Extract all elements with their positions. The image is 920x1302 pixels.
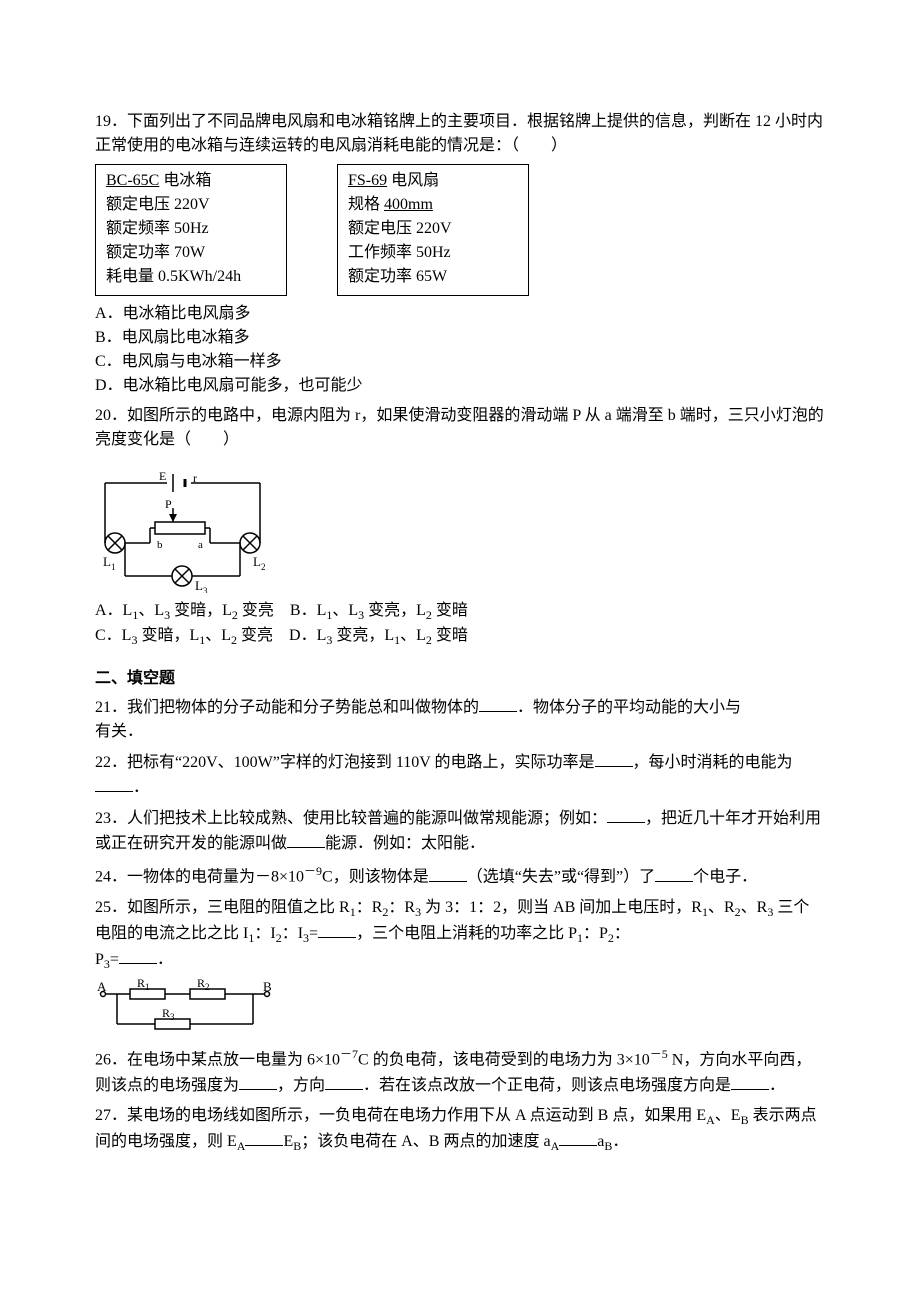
label-r: r	[193, 471, 197, 485]
nameplate-row: BC-65C 电冰箱 额定电压 220V 额定频率 50Hz 额定功率 70W …	[95, 164, 825, 296]
label-L3s: 3	[203, 586, 208, 593]
q20-optAB: A．L1、L3 变暗，L2 变亮 B．L1、L3 变亮，L2 变暗	[95, 599, 825, 624]
q23: 23．人们把技术上比较成熟、使用比较普遍的能源叫做常规能源；例如：，把近几十年才…	[95, 806, 825, 856]
label-A: A	[97, 979, 107, 994]
label-L2: L	[253, 554, 261, 569]
fan-model: FS-69	[348, 172, 387, 189]
label-L1: L	[103, 554, 111, 569]
q27: 27．某电场的电场线如图所示，一负电荷在电场力作用下从 A 点运动到 B 点，如…	[95, 1104, 825, 1155]
fan-spec: 400mm	[384, 196, 433, 213]
blank	[595, 750, 633, 767]
blank	[239, 1073, 277, 1090]
label-b: b	[157, 539, 163, 551]
fan-spec-pre: 规格	[348, 196, 384, 213]
q19-optA: A．电冰箱比电风扇多	[95, 302, 825, 326]
label-P: P	[165, 497, 172, 511]
svg-text:L1: L1	[103, 554, 115, 572]
fridge-power: 额定功率 70W	[106, 241, 276, 265]
q20: 20．如图所示的电路中，电源内阻为 r，如果使滑动变阻器的滑动端 P 从 a 端…	[95, 404, 825, 649]
q22: 22．把标有“220V、100W”字样的灯泡接到 110V 的电路上，实际功率是…	[95, 750, 825, 800]
q19-optD: D．电冰箱比电风扇可能多，也可能少	[95, 374, 825, 398]
fridge-voltage: 额定电压 220V	[106, 193, 276, 217]
q25-circuit: A B R1 R2 R3	[95, 979, 825, 1039]
fan-voltage: 额定电压 220V	[348, 217, 518, 241]
q19-optC: C．电风扇与电冰箱一样多	[95, 350, 825, 374]
nameplate-fan: FS-69 电风扇 规格 400mm 额定电压 220V 工作频率 50Hz 额…	[337, 164, 529, 296]
blank	[318, 921, 356, 938]
svg-text:R3: R3	[162, 1006, 175, 1022]
fridge-energy: 耗电量 0.5KWh/24h	[106, 265, 276, 289]
blank	[559, 1129, 597, 1146]
q19-options: A．电冰箱比电风扇多 B．电风扇比电冰箱多 C．电风扇与电冰箱一样多 D．电冰箱…	[95, 302, 825, 398]
q24: 24．一物体的电荷量为－8×10－9C，则该物体是（选填“失去”或“得到”）了个…	[95, 862, 825, 889]
q26: 26．在电场中某点放一电量为 6×10－7C 的负电荷，该电荷受到的电场力为 3…	[95, 1045, 825, 1097]
fridge-freq: 额定频率 50Hz	[106, 217, 276, 241]
svg-text:R1: R1	[137, 979, 150, 992]
q19-stem: 19．下面列出了不同品牌电风扇和电冰箱铭牌上的主要项目．根据铭牌上提供的信息，判…	[95, 110, 825, 158]
label-L1s: 1	[111, 562, 116, 572]
fan-name: 电风扇	[387, 172, 439, 189]
nameplate-fridge: BC-65C 电冰箱 额定电压 220V 额定频率 50Hz 额定功率 70W …	[95, 164, 287, 296]
label-E: E	[159, 469, 166, 483]
blank	[655, 865, 693, 882]
blank	[95, 775, 133, 792]
fridge-name: 电冰箱	[159, 172, 211, 189]
q25: 25．如图所示，三电阻的阻值之比 R1：R2：R3 为 3：1：2，则当 AB …	[95, 896, 825, 1040]
q21: 21．我们把物体的分子动能和分子势能总和叫做物体的．物体分子的平均动能的大小与 …	[95, 695, 825, 744]
svg-text:L3: L3	[195, 578, 208, 593]
svg-text:R2: R2	[197, 979, 210, 992]
fan-freq: 工作频率 50Hz	[348, 241, 518, 265]
blank	[119, 947, 157, 964]
q19-optB: B．电风扇比电冰箱多	[95, 326, 825, 350]
q20-optCD: C．L3 变暗，L1、L2 变亮 D．L3 变亮，L1、L2 变暗	[95, 624, 825, 649]
label-B: B	[263, 979, 272, 994]
q19: 19．下面列出了不同品牌电风扇和电冰箱铭牌上的主要项目．根据铭牌上提供的信息，判…	[95, 110, 825, 398]
label-a: a	[198, 539, 203, 551]
blank	[287, 831, 325, 848]
blank	[245, 1129, 283, 1146]
svg-text:L2: L2	[253, 554, 265, 572]
blank	[325, 1073, 363, 1090]
blank	[731, 1073, 769, 1090]
section-2-heading: 二、填空题	[95, 667, 825, 691]
label-L3: L	[195, 578, 203, 593]
blank	[429, 865, 467, 882]
fan-power: 额定功率 65W	[348, 265, 518, 289]
blank	[607, 806, 645, 823]
label-L2s: 2	[261, 562, 266, 572]
blank	[479, 695, 517, 712]
fridge-model: BC-65C	[106, 172, 159, 189]
q20-circuit: E r L1 L2	[95, 458, 825, 593]
q20-stem: 20．如图所示的电路中，电源内阻为 r，如果使滑动变阻器的滑动端 P 从 a 端…	[95, 404, 825, 452]
